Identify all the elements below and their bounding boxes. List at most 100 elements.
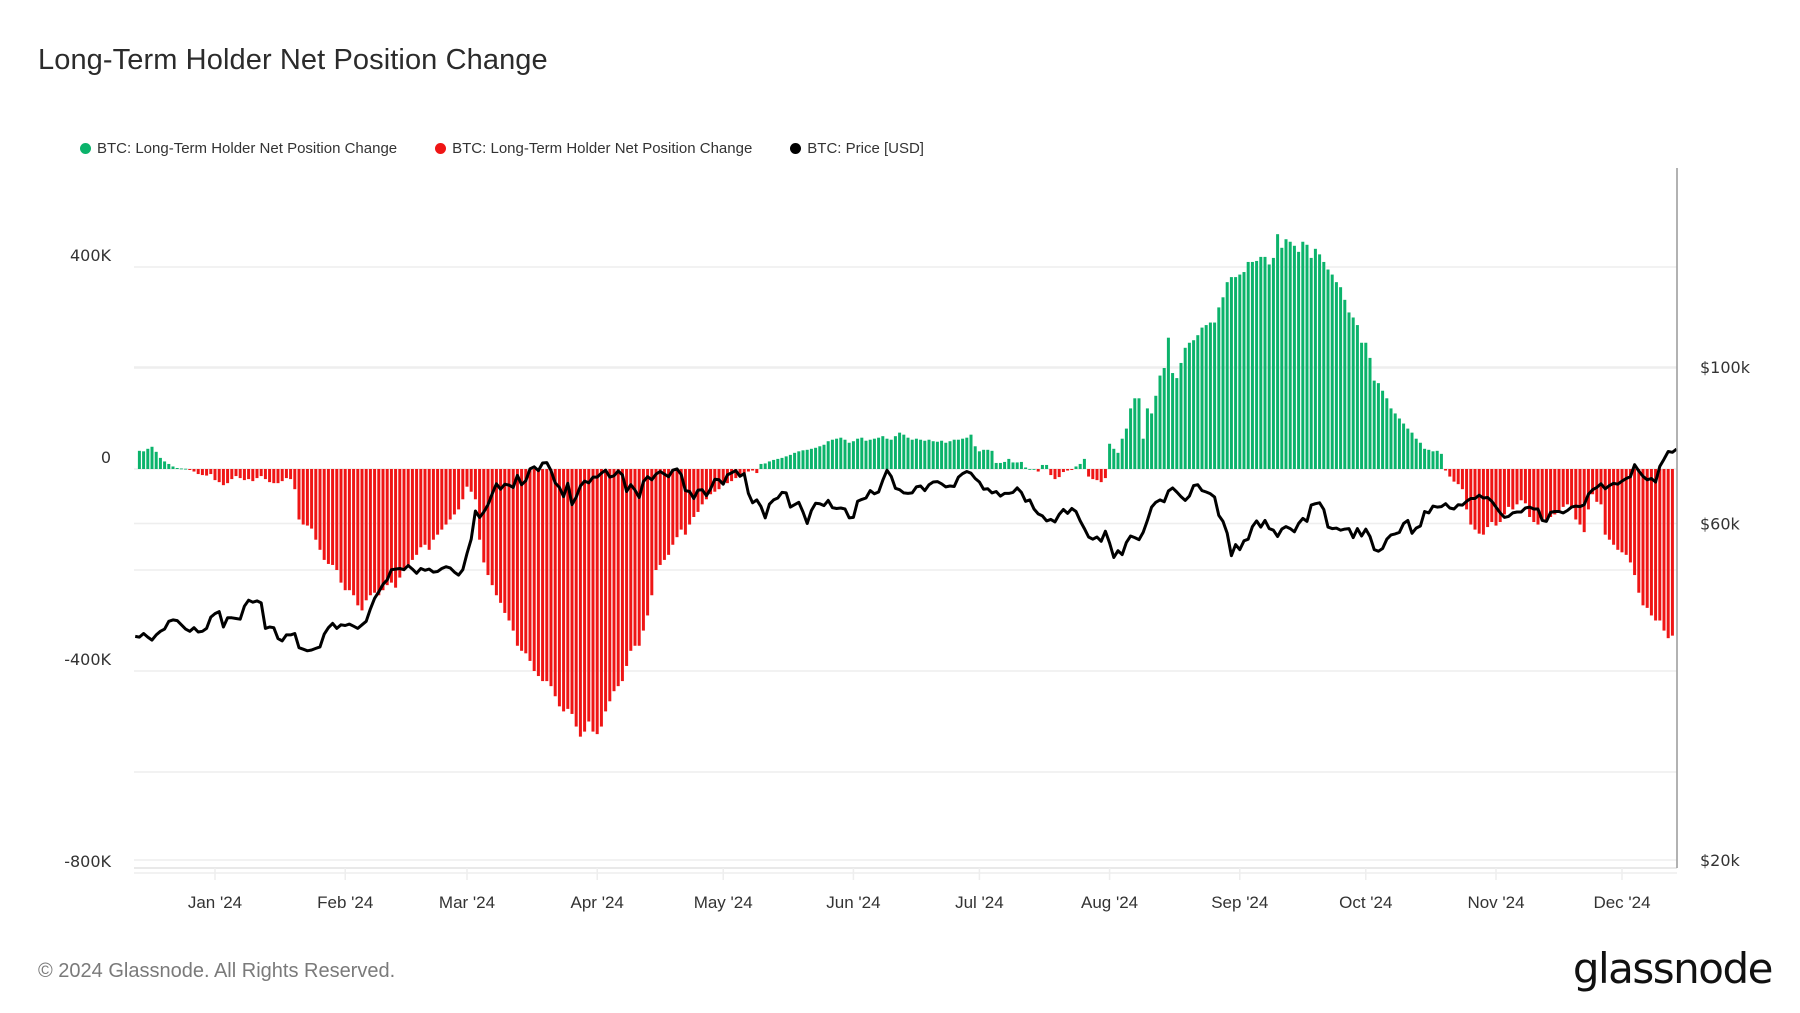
bar-positive [1351,317,1355,469]
bar-positive [1141,438,1145,469]
legend-item-lth-positive[interactable]: BTC: Long-Term Holder Net Position Chang… [80,140,397,157]
bar-negative [1607,469,1611,540]
legend-item-price[interactable]: BTC: Price [USD] [790,140,924,157]
price-series [134,447,1678,653]
bar-positive [889,439,893,469]
bar-negative [675,469,679,538]
bar-negative [478,469,482,540]
bar-positive [759,463,763,469]
bar-negative [1523,469,1527,504]
bar-negative [671,469,675,545]
price-line [134,447,1678,653]
bar-negative [1544,469,1548,521]
bar-negative [490,469,494,586]
bar-positive [1267,264,1271,469]
bar-positive [998,462,1002,469]
x-tick-label: Jul '24 [955,893,1004,912]
x-tick-label: Jan '24 [188,893,242,912]
bar-negative [305,469,309,526]
bar-negative [343,469,347,591]
bar-positive [146,448,150,469]
left-tick-label: 0 [101,448,111,467]
x-tick-label: May '24 [694,893,753,912]
bar-negative [1666,469,1670,639]
bar-negative [251,469,255,482]
bar-positive [910,439,914,469]
bar-negative [1452,469,1456,482]
bar-negative [1053,469,1057,480]
bar-negative [566,469,570,709]
bar-negative [742,469,746,474]
bar-negative [196,469,200,475]
bar-positive [1334,282,1338,469]
bar-negative [721,469,725,485]
x-tick-label: Sep '24 [1211,893,1268,912]
bar-negative [373,469,377,593]
bar-positive [1339,287,1343,469]
copyright-text: © 2024 Glassnode. All Rights Reserved. [38,960,396,982]
bar-positive [1326,269,1330,469]
bar-negative [637,469,641,646]
bar-positive [1301,241,1305,469]
bar-positive [1045,464,1049,469]
bar-positive [1330,274,1334,469]
bar-negative [1591,469,1595,495]
bar-negative [604,469,608,712]
bar-positive [1318,254,1322,469]
bar-positive [763,463,767,469]
bar-positive [944,442,948,469]
bar-negative [221,469,225,486]
bar-negative [1649,469,1653,616]
bar-series [137,234,1674,737]
bar-negative [347,469,351,591]
bar-negative [511,469,515,631]
bar-positive [1196,335,1200,469]
bar-negative [625,469,629,666]
bar-positive [1246,261,1250,469]
bar-negative [608,469,612,702]
bar-positive [1179,362,1183,469]
bar-negative [377,469,381,596]
bar-negative [587,469,591,722]
legend-item-lth-negative[interactable]: BTC: Long-Term Holder Net Position Chang… [435,140,752,157]
bar-negative [1469,469,1473,525]
x-tick-label: Nov '24 [1467,893,1524,912]
bar-negative [1481,469,1485,535]
bar-positive [881,436,885,469]
bar-negative [1515,469,1519,505]
bar-negative [1507,469,1511,507]
bar-positive [142,451,146,469]
bar-positive [1360,342,1364,469]
bar-negative [457,469,461,510]
bar-positive [860,437,864,469]
bar-negative [364,469,368,601]
bar-negative [549,469,553,687]
glassnode-logo: glassnode [1572,944,1774,993]
bar-positive [914,438,918,469]
bar-positive [1372,380,1376,469]
bar-negative [1532,469,1536,523]
bar-positive [1280,247,1284,469]
bar-positive [1158,375,1162,469]
bar-positive [1171,373,1175,469]
bar-negative [755,469,759,474]
bar-positive [179,468,183,470]
bar-positive [990,450,994,469]
x-tick-label: Oct '24 [1339,893,1392,912]
bar-positive [1150,413,1154,469]
bar-positive [1116,452,1120,469]
bar-negative [284,469,288,479]
bar-negative [629,469,633,651]
bar-negative [1637,469,1641,593]
bar-negative [730,469,734,482]
bar-positive [1208,322,1212,469]
bar-positive [822,444,826,469]
bar-positive [1259,256,1263,469]
bar-negative [326,469,330,564]
bar-negative [226,469,230,484]
bar-negative [381,469,385,591]
bar-positive [805,449,809,469]
bar-positive [1431,451,1435,469]
chart-title: Long-Term Holder Net Position Change [38,44,548,76]
bar-positive [1313,248,1317,469]
